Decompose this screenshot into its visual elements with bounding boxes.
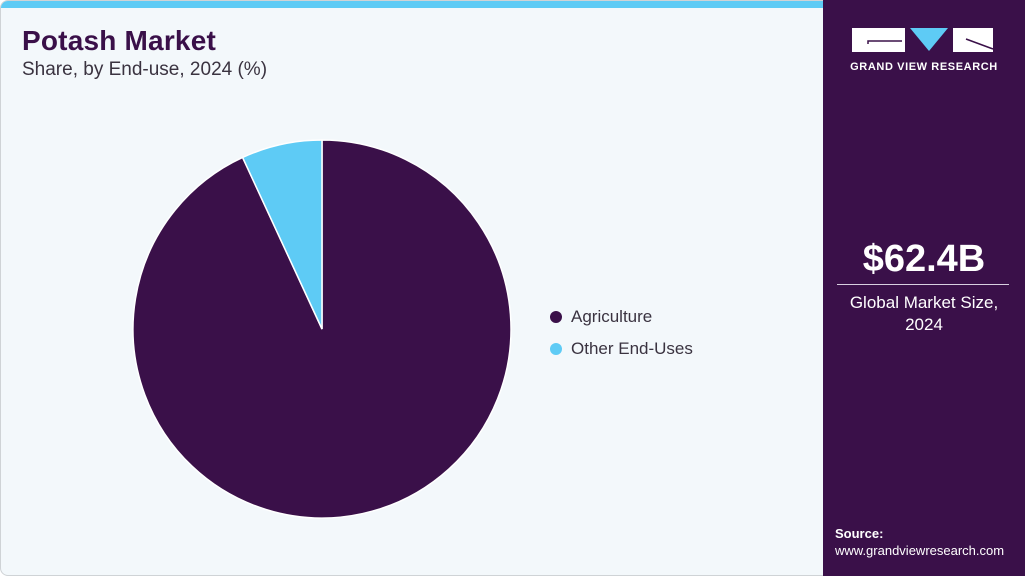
logo-text: GRAND VIEW RESEARCH <box>850 61 998 73</box>
legend-item-agriculture: Agriculture <box>550 301 693 333</box>
pie-slice-other-end-uses <box>241 139 323 330</box>
legend-dot-agriculture <box>550 311 562 323</box>
market-size-label: Global Market Size, 2024 <box>823 292 1025 336</box>
chart-title: Potash Market <box>22 25 216 56</box>
legend-label: Agriculture <box>571 307 653 326</box>
market-label-line1: Global Market Size, <box>849 293 999 312</box>
legend-dot-other-end-uses <box>550 343 562 355</box>
accent-bar <box>1 1 824 8</box>
legend-item-other-end-uses: Other End-Uses <box>550 333 693 365</box>
source-title: Source: <box>835 526 884 541</box>
legend-label: Other End-Uses <box>571 339 693 358</box>
legend: Agriculture Other End-Uses <box>550 301 693 365</box>
sidebar-panel: GRAND VIEW RESEARCH $62.4B Global Market… <box>823 0 1025 576</box>
pie-chart <box>132 139 512 519</box>
market-label-line2: 2024 <box>905 315 943 334</box>
market-size-value: $62.4B <box>862 238 986 280</box>
source-link[interactable]: www.grandviewresearch.com <box>835 543 1005 558</box>
grand-view-research-logo-icon <box>852 28 994 52</box>
chart-subtitle: Share, by End-use, 2024 (%) <box>22 59 268 80</box>
divider <box>837 284 1009 285</box>
